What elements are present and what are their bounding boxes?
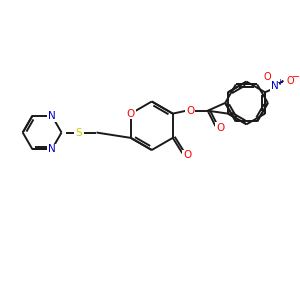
Text: +: + <box>276 78 283 87</box>
Text: N: N <box>48 111 56 121</box>
Text: −: − <box>292 72 300 82</box>
Text: O: O <box>127 109 135 118</box>
Text: O: O <box>286 76 294 85</box>
Text: O: O <box>183 150 191 160</box>
Text: N: N <box>48 144 56 154</box>
Text: N: N <box>271 82 279 92</box>
Text: O: O <box>263 72 271 82</box>
Text: O: O <box>186 106 194 116</box>
Text: O: O <box>216 123 224 133</box>
Text: S: S <box>76 128 82 137</box>
